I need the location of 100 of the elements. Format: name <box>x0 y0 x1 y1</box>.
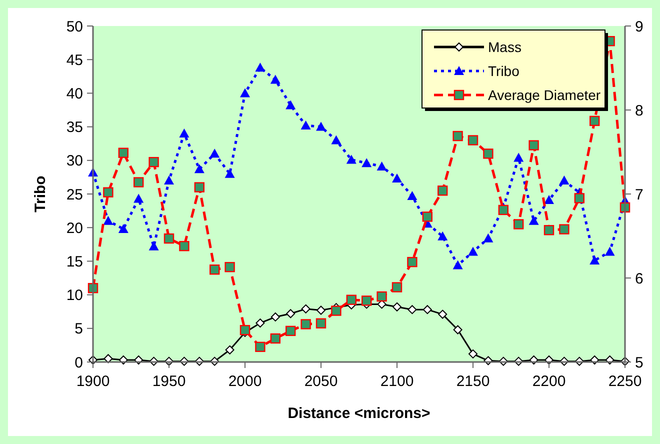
point <box>179 240 190 252</box>
point <box>210 148 220 158</box>
y2-tick-label: 9 <box>635 18 644 36</box>
point <box>604 246 615 256</box>
legend-label: Average Diameter <box>488 86 601 103</box>
y-tick-label: 0 <box>74 354 83 372</box>
point <box>104 354 113 364</box>
point <box>255 62 266 72</box>
point <box>300 120 311 130</box>
x-tick-label: 1950 <box>152 373 186 390</box>
y-tick-label: 45 <box>66 52 83 69</box>
point <box>362 296 372 306</box>
point <box>392 302 402 312</box>
y2-tick-label: 8 <box>635 102 644 120</box>
point <box>346 294 356 305</box>
point <box>438 231 448 240</box>
point <box>376 161 387 170</box>
point <box>452 260 463 270</box>
point <box>362 158 372 168</box>
y-tick-label: 20 <box>66 220 83 237</box>
point <box>468 135 478 146</box>
point <box>118 224 128 233</box>
y-tick-label: 5 <box>74 320 83 338</box>
point <box>134 194 144 203</box>
y-tick-label: 35 <box>66 119 83 136</box>
point <box>240 324 250 336</box>
point <box>422 305 432 314</box>
x-tick-label: 2050 <box>304 373 338 390</box>
point <box>468 246 478 256</box>
point <box>408 305 417 314</box>
point <box>438 310 448 319</box>
point <box>407 256 418 268</box>
point <box>331 135 342 144</box>
point <box>316 318 326 328</box>
y-tick-label: 40 <box>66 85 83 102</box>
x-tick-label: 2200 <box>532 373 566 390</box>
y-tick-label: 30 <box>66 152 83 170</box>
point <box>392 282 402 292</box>
y-axis-title: Tribo <box>32 176 49 212</box>
point <box>103 216 114 225</box>
y-tick-label: 50 <box>66 18 83 36</box>
point <box>194 164 204 174</box>
point <box>544 195 554 204</box>
point <box>286 326 296 336</box>
legend-label: Mass <box>488 38 522 55</box>
x-axis-title: Distance <microns> <box>288 405 431 422</box>
point <box>103 187 114 198</box>
point <box>240 88 250 98</box>
x-tick-label: 2000 <box>228 373 262 390</box>
point <box>224 262 235 272</box>
point <box>286 100 296 110</box>
y2-tick-label: 7 <box>635 186 644 204</box>
point <box>514 152 524 162</box>
point <box>225 345 234 354</box>
point <box>224 168 235 178</box>
point <box>148 156 159 168</box>
point <box>514 219 524 230</box>
x-tick-label: 2150 <box>456 373 490 390</box>
point <box>544 225 554 236</box>
point <box>559 224 570 234</box>
point <box>483 233 494 242</box>
point <box>528 216 539 225</box>
point <box>286 309 296 318</box>
point <box>148 241 159 250</box>
point <box>376 291 387 302</box>
point <box>483 148 494 159</box>
y-tick-label: 25 <box>66 186 83 204</box>
y-tick-label: 15 <box>66 253 83 270</box>
point <box>118 148 128 158</box>
point <box>468 349 478 358</box>
point <box>438 186 448 196</box>
point <box>316 306 326 315</box>
point <box>422 212 432 222</box>
point <box>255 342 266 352</box>
point <box>590 116 600 126</box>
point <box>452 130 463 142</box>
point <box>194 182 204 192</box>
point <box>392 174 402 183</box>
point <box>270 312 280 322</box>
point <box>528 140 539 150</box>
point <box>270 74 280 84</box>
point <box>134 177 144 188</box>
y2-tick-label: 5 <box>635 354 644 372</box>
x-tick-label: 2100 <box>380 373 414 390</box>
point <box>301 304 310 314</box>
point <box>346 154 356 164</box>
legend-label: Tribo <box>488 62 520 79</box>
point <box>498 204 508 216</box>
y-tick-label: 10 <box>66 287 83 304</box>
point <box>559 176 570 185</box>
point <box>590 256 600 265</box>
point <box>164 233 174 244</box>
point <box>300 319 311 330</box>
point <box>164 176 174 185</box>
point <box>574 193 584 204</box>
point <box>331 306 342 316</box>
point <box>179 128 190 138</box>
point <box>407 191 418 200</box>
x-tick-label: 2250 <box>608 373 642 390</box>
point <box>210 264 220 275</box>
